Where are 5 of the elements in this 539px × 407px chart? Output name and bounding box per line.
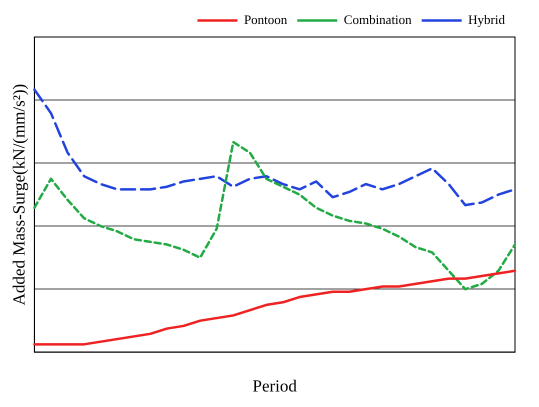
y-axis-title: Added Mass-Surge(kN/(mm/s²)) — [10, 84, 29, 306]
legend-label: Hybrid — [468, 12, 506, 27]
x-axis-title: Period — [252, 376, 298, 396]
legend-label: Combination — [344, 12, 412, 27]
legend-label: Pontoon — [244, 12, 288, 27]
